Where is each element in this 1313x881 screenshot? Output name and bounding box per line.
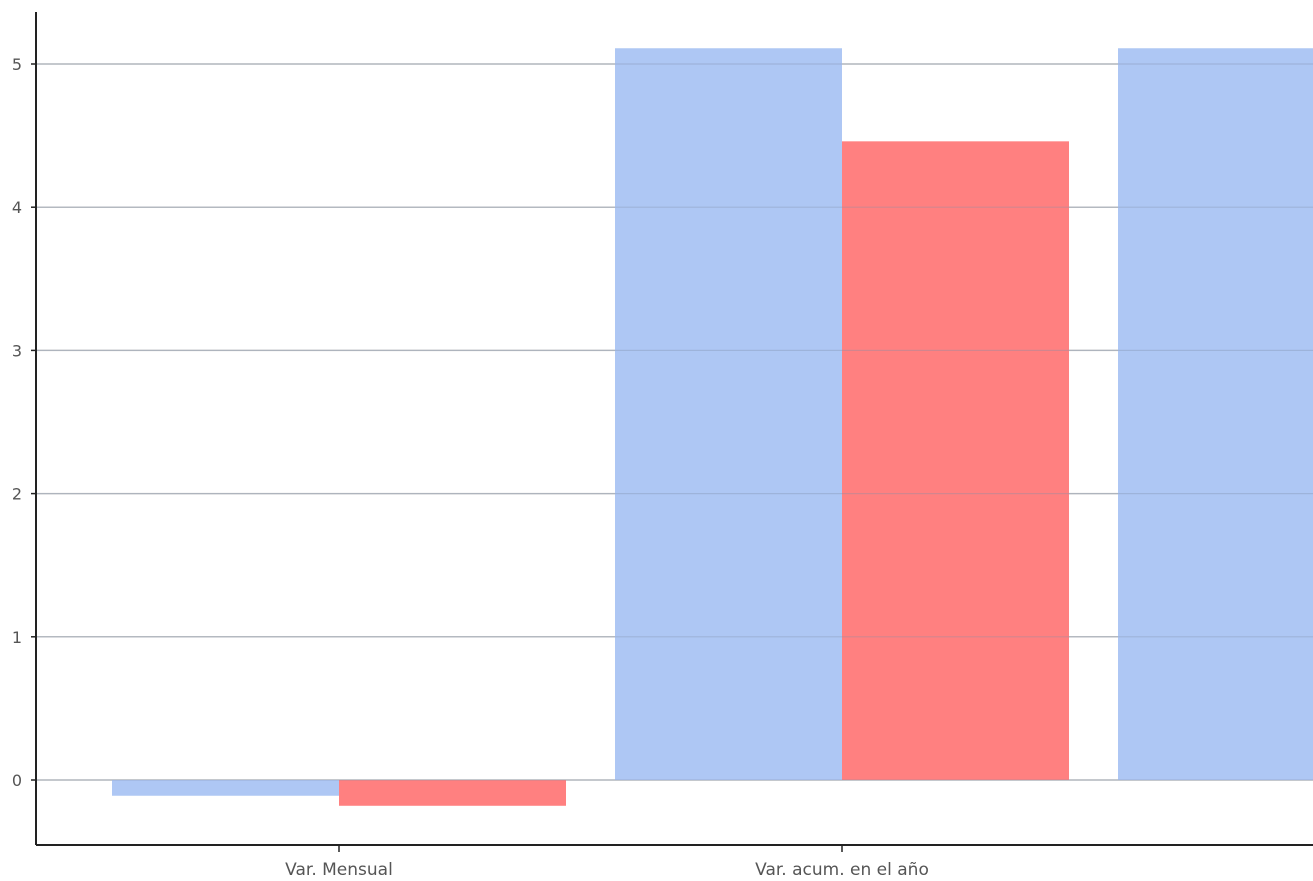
bar xyxy=(842,141,1069,780)
y-tick-label: 0 xyxy=(12,771,22,790)
grid-overlay xyxy=(36,63,1313,781)
y-tick-labels: 0 1 2 3 4 5 xyxy=(12,55,36,790)
y-tick-label: 2 xyxy=(12,485,22,504)
y-tick-label: 3 xyxy=(12,341,22,360)
x-tick-label: Var. Mensual xyxy=(285,860,393,880)
bar xyxy=(339,780,566,806)
y-tick-label: 1 xyxy=(12,628,22,647)
x-tick-label: Var. acum. en el año xyxy=(755,860,929,880)
bar xyxy=(1118,48,1313,781)
axes xyxy=(35,12,1313,846)
bars xyxy=(112,48,1313,806)
bar xyxy=(615,48,842,781)
y-tick-label: 4 xyxy=(12,198,22,217)
y-tick-label: 5 xyxy=(12,55,22,74)
bar xyxy=(112,780,339,796)
